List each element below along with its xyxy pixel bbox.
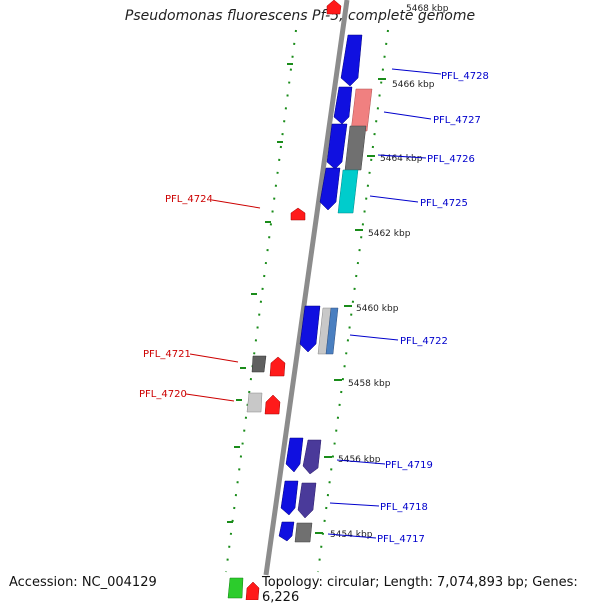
gene-glyph-pfl-4718b[interactable] [297,482,317,519]
gene-label-pfl-4721[interactable]: PFL_4721 [143,349,191,360]
gene-glyph-pfl-4722a[interactable] [299,305,321,353]
ruler-label: 5468 kbp [406,4,449,14]
outer-right-dotted-track [317,29,389,573]
accession-text: Accession: NC_004129 [9,575,157,590]
gene-glyph-pfl-4720a[interactable] [246,392,263,413]
ruler-label: 5460 kbp [356,304,399,314]
ruler-label: 5466 kbp [392,80,435,90]
gene-glyph-pfl-4726b[interactable] [344,125,367,171]
gene-label-pfl-4719[interactable]: PFL_4719 [385,460,433,471]
gene-glyph-bottom-red[interactable] [245,581,260,600]
gene-glyph-pfl-4717b[interactable] [294,522,313,543]
reverse-leader-lines [185,199,261,402]
gene-label-pfl-4726[interactable]: PFL_4726 [427,154,475,165]
gene-glyph-pfl-4721a[interactable] [251,355,267,373]
gene-label-pfl-4724[interactable]: PFL_4724 [165,194,213,205]
gene-glyph-pfl-4720b[interactable] [264,394,281,415]
left-track-ticks [227,63,293,523]
gene-glyph-pfl-4727b[interactable] [350,88,373,132]
gene-glyph-pfl-4721b[interactable] [269,356,286,377]
gene-glyph-pfl-4727a[interactable] [333,86,353,125]
gene-label-pfl-4725[interactable]: PFL_4725 [420,198,468,209]
outer-left-dotted-track [225,29,297,573]
gene-glyph-pfl-4719a[interactable] [285,437,304,473]
gene-glyph-bottom-green[interactable] [227,577,244,599]
gene-label-pfl-4727[interactable]: PFL_4727 [433,115,481,126]
gene-label-pfl-4717[interactable]: PFL_4717 [377,534,425,545]
ruler-label: 5456 kbp [338,455,381,465]
genome-title: Pseudomonas fluorescens Pf-5, complete g… [124,8,476,24]
ruler-label: 5462 kbp [368,229,411,239]
gene-glyph-pfl-4728[interactable] [340,34,363,87]
ruler-label: 5454 kbp [330,530,373,540]
gene-glyph-pfl-4719b[interactable] [302,439,322,475]
forward-leader-lines [327,68,442,539]
ruler-label: 5458 kbp [348,379,391,389]
gene-glyph-pfl-4717a[interactable] [278,521,295,542]
gene-glyph-pfl-4722c[interactable] [325,307,339,355]
gene-glyph-pfl-4725a[interactable] [319,167,341,211]
ruler-ticks [315,78,386,534]
gene-glyph-pfl-4718a[interactable] [280,480,299,516]
gene-label-pfl-4722[interactable]: PFL_4722 [400,336,448,347]
gene-label-pfl-4718[interactable]: PFL_4718 [380,502,428,513]
gene-label-pfl-4720[interactable]: PFL_4720 [139,389,187,400]
genome-backbone [263,0,350,576]
topology-text: Topology: circular; Length: 7,074,893 bp… [262,575,578,605]
gene-glyph-pfl-4726a[interactable] [326,123,348,170]
gene-glyph-pfl-4729[interactable] [326,0,342,15]
gene-label-pfl-4728[interactable]: PFL_4728 [441,71,489,82]
gene-glyph-pfl-4725b[interactable] [337,169,359,214]
ruler-label: 5464 kbp [380,154,423,164]
gene-glyph-pfl-4724[interactable] [290,207,306,221]
